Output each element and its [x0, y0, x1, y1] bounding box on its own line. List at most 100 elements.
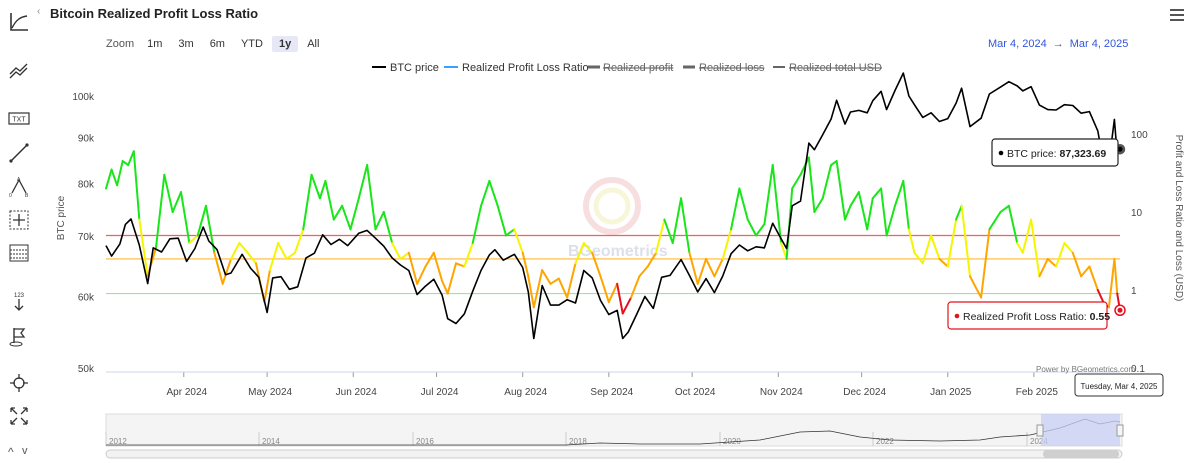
ratio-segment: [230, 242, 241, 260]
y-left-tick-label: 50k: [78, 364, 95, 375]
legend: BTC price Realized Profit Loss Ratio Rea…: [372, 62, 882, 74]
ratio-segment: [880, 187, 888, 237]
x-tick-label: Apr 2024: [166, 387, 207, 398]
scrollbar-track[interactable]: [105, 449, 1123, 459]
btc-tooltip-value: 87,323.69: [1060, 148, 1107, 160]
ratio-segment: [980, 228, 991, 299]
ratio-segment: [1016, 242, 1024, 254]
svg-text:B: B: [25, 193, 29, 198]
legend-ratio: Realized Profit Loss Ratio: [462, 62, 589, 74]
ratio-segment: [721, 228, 733, 260]
ratio-tooltip-value: 0.55: [1090, 311, 1111, 323]
ratio-segment: [163, 173, 174, 213]
nav-down-icon[interactable]: v: [22, 445, 28, 457]
ratio-segment: [671, 197, 683, 245]
ratio-tooltip-label: Realized Profit Loss Ratio:: [963, 311, 1087, 323]
zoom-button-1y[interactable]: 1y: [271, 36, 299, 52]
ratio-segment: [771, 164, 783, 245]
zoom-button-1m[interactable]: 1m: [147, 38, 163, 50]
ratio-segment: [496, 204, 508, 237]
zoom-button-3m[interactable]: 3m: [178, 38, 194, 50]
zoom-button-all[interactable]: All: [307, 38, 320, 50]
ratio-segment: [366, 164, 377, 231]
measure-arrow-icon[interactable]: 123: [6, 289, 32, 315]
ratio-segment: [885, 204, 896, 237]
navigator-year-label: 2014: [262, 437, 280, 446]
navigator-handle-left[interactable]: [1036, 424, 1044, 437]
zoom-crosshair-icon[interactable]: [6, 370, 32, 396]
fullscreen-icon[interactable]: [6, 403, 32, 429]
x-tick-label: May 2024: [248, 387, 292, 398]
ratio-segment: [116, 160, 124, 187]
x-tick-label: Nov 2024: [760, 387, 803, 398]
navigator[interactable]: 2012 2014 2016 2018 2020 2022 2024: [105, 413, 1124, 459]
date-range: Mar 4, 2024 → Mar 4, 2025: [988, 38, 1128, 50]
ratio-segment: [1046, 257, 1058, 268]
navigator-year-label: 2024: [1030, 437, 1048, 446]
svg-text:Realized Profit Loss Ratio: 0.: Realized Profit Loss Ratio: 0.55: [963, 311, 1110, 323]
ratio-segment: [391, 242, 402, 260]
collapse-toolbar-icon[interactable]: ‹: [37, 6, 41, 17]
x-tick-label: Oct 2024: [675, 387, 716, 398]
grid-table-icon[interactable]: [6, 240, 32, 266]
ratio-segment: [902, 179, 910, 231]
x-tick-label: Feb 2025: [1016, 387, 1059, 398]
ratio-segment: [763, 164, 774, 226]
ratio-segment: [399, 251, 410, 260]
ratio-segment: [621, 296, 633, 315]
line-draw-icon[interactable]: [6, 140, 32, 166]
navigator-year-label: 2012: [109, 437, 127, 446]
zoom-button-6m[interactable]: 6m: [209, 38, 225, 50]
range-to-input[interactable]: Mar 4, 2025: [1069, 38, 1129, 50]
ratio-segment: [755, 223, 766, 237]
ratio-segment: [527, 275, 535, 309]
navigator-year-label: 2022: [876, 437, 894, 446]
x-tick-label: Sep 2024: [590, 387, 633, 398]
ratio-segment: [849, 191, 860, 207]
ratio-segment: [1088, 265, 1099, 291]
y-left-tick-label: 70k: [78, 232, 95, 243]
ratio-segment: [1096, 289, 1105, 304]
ratio-segment: [541, 269, 552, 285]
date-tooltip-text: Tuesday, Mar 4, 2025: [1081, 382, 1158, 391]
ratio-segment: [471, 204, 483, 245]
ratio-segment: [630, 275, 641, 299]
ratio-segment: [557, 277, 569, 299]
measure-text: 123: [14, 293, 25, 299]
ratio-segment: [821, 164, 833, 200]
fibonacci-icon[interactable]: 0 A B: [6, 174, 32, 200]
ratio-segment: [866, 197, 874, 231]
ratio-segment: [1107, 257, 1116, 309]
ratio-segment: [505, 228, 516, 237]
navigator-handle-right[interactable]: [1116, 424, 1124, 437]
axis-line-icon[interactable]: [6, 9, 32, 35]
ratio-segment: [105, 168, 113, 190]
ratio-segment: [791, 173, 802, 190]
crosshair-box-icon[interactable]: [6, 207, 32, 233]
ratio-segment: [680, 197, 691, 254]
ratio-segment: [946, 218, 958, 268]
flag-icon[interactable]: [6, 323, 32, 349]
ratio-segment: [432, 251, 444, 283]
ratio-segment: [599, 275, 610, 304]
nav-up-icon[interactable]: ^: [8, 445, 14, 459]
ratio-segment: [638, 265, 649, 278]
ratio-last-point-core: [1117, 307, 1123, 313]
drawing-toolbar: TXT 0 A B 123 ^ v: [0, 0, 38, 463]
trend-lines-icon[interactable]: [6, 57, 32, 83]
ratio-segment: [582, 242, 594, 254]
text-annotation-icon[interactable]: TXT: [6, 106, 32, 132]
y-right-tick-label: 100: [1131, 130, 1148, 141]
x-tick-label: Jul 2024: [421, 387, 459, 398]
range-from-input[interactable]: Mar 4, 2024: [988, 38, 1047, 50]
scrollbar-thumb[interactable]: [1043, 450, 1119, 458]
zoom-button-ytd[interactable]: YTD: [240, 38, 263, 50]
navigator-selection[interactable]: [1041, 414, 1120, 446]
ratio-segment: [938, 257, 949, 268]
menu-icon[interactable]: [1170, 9, 1184, 21]
date-tooltip: Tuesday, Mar 4, 2025: [1074, 373, 1164, 397]
watermark-logo: BGeometrics: [568, 177, 668, 260]
ratio-segment: [1030, 218, 1041, 278]
ratio-segment: [302, 173, 313, 231]
ratio-segment: [663, 218, 674, 245]
